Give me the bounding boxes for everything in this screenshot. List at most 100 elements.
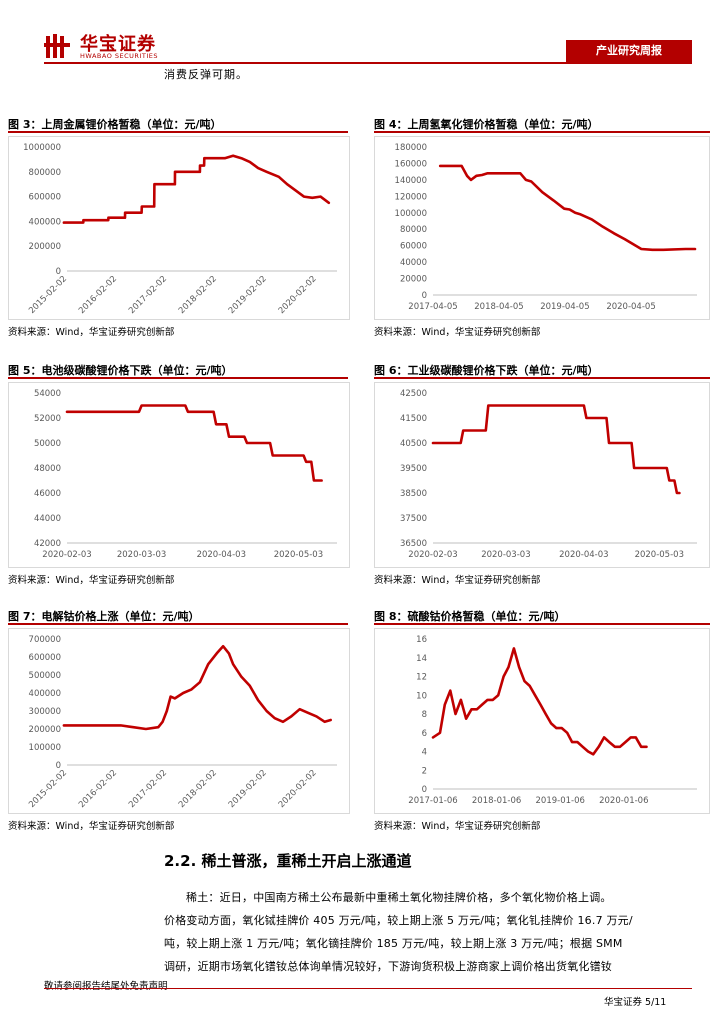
x-tick-label: 2018-01-06	[472, 796, 521, 806]
figure-title: 图 8：硫酸钴价格暂稳（单位：元/吨）	[374, 610, 566, 623]
paragraph-line: 稀土：近日，中国南方稀土公布最新中重稀土氧化物挂牌价格，多个氧化物价格上调。	[186, 891, 612, 904]
y-tick-label: 14	[416, 654, 427, 664]
x-tick-label: 2020-05-03	[635, 550, 684, 560]
figure-source: 资料来源：Wind，华宝证券研究创新部	[8, 821, 175, 832]
y-tick-label: 160000	[395, 159, 427, 169]
y-tick-label: 800000	[29, 168, 61, 178]
y-tick-label: 60000	[400, 242, 427, 252]
figure-title: 图 3：上周金属锂价格暂稳（单位：元/吨）	[8, 118, 222, 131]
x-tick-label: 2020-05-03	[274, 550, 323, 560]
price-series-line	[65, 404, 323, 482]
x-tick-label: 2020-02-02	[277, 274, 319, 316]
x-tick-label: 2017-02-02	[127, 274, 169, 316]
figure-title-rule	[374, 131, 710, 133]
paragraph-line: 价格变动方面，氧化铽挂牌价 405 万元/吨，较上期上涨 5 万元/吨；氧化钆挂…	[164, 914, 633, 927]
paragraph-line: 调研，近期市场氧化镨钕总体询单情况较好，下游询货积极上游商家上调价格出货氧化镨钕	[164, 960, 612, 973]
y-tick-label: 100000	[395, 209, 427, 219]
figure-source: 资料来源：Wind，华宝证券研究创新部	[374, 327, 541, 338]
figure-source: 资料来源：Wind，华宝证券研究创新部	[8, 575, 175, 586]
y-tick-label: 500000	[29, 671, 61, 681]
y-tick-label: 100000	[29, 743, 61, 753]
y-tick-label: 40000	[400, 258, 427, 268]
y-tick-label: 0	[422, 785, 427, 795]
y-tick-label: 700000	[29, 635, 61, 645]
price-series-line	[62, 154, 331, 224]
figure-title-rule	[8, 131, 348, 133]
chart-battery-lithium-carbonate: 42000 44000 46000 48000 50000 52000 54000 2020-…	[8, 382, 350, 568]
lead-text: 消费反弹可期。	[164, 68, 248, 81]
x-tick-label: 2019-01-06	[536, 796, 585, 806]
x-tick-label: 2018-04-05	[474, 302, 523, 312]
y-tick-label: 80000	[400, 225, 427, 235]
chart-electrolytic-cobalt: 0 100000 200000 300000 400000 500000 600000 700…	[8, 628, 350, 814]
section-heading: 2.2. 稀土普涨，重稀土开启上涨通道	[164, 852, 412, 870]
page-number: 华宝证券 5/11	[604, 997, 667, 1008]
chart-svg: 0 20000 40000 60000 80000 100000 120000 140000 1…	[395, 143, 697, 312]
x-tick-label: 2019-02-02	[227, 274, 269, 316]
x-tick-label: 2020-04-03	[197, 550, 246, 560]
footer-divider	[44, 988, 692, 989]
y-tick-label: 48000	[34, 464, 61, 474]
chart-industrial-lithium-carbonate: 36500 37500 38500 39500 40500 41500 42500 2020-…	[374, 382, 710, 568]
y-tick-label: 42500	[400, 389, 427, 399]
figure-title-rule	[374, 623, 710, 625]
x-tick-label: 2020-04-03	[559, 550, 608, 560]
x-tick-label: 2020-02-02	[277, 768, 319, 810]
x-tick-label: 2018-02-02	[177, 768, 219, 810]
chart-svg: 0 100000 200000 300000 400000 500000 600000 700…	[27, 635, 337, 810]
y-tick-label: 42000	[34, 539, 61, 549]
price-series-line	[62, 644, 333, 731]
x-tick-label: 2017-01-06	[408, 796, 457, 806]
y-tick-label: 1000000	[23, 143, 61, 153]
x-tick-label: 2020-02-03	[42, 550, 91, 560]
price-series-line	[431, 647, 648, 756]
chart-cobalt-sulfate: 0 2 4 6 8 10 12 14 16 2017-01-06 2018-01-06 2019-01…	[374, 628, 710, 814]
figure-source: 资料来源：Wind，华宝证券研究创新部	[8, 327, 175, 338]
y-tick-label: 600000	[29, 653, 61, 663]
chart-svg: 0 2 4 6 8 10 12 14 16 2017-01-06 2018-01-06 2019-01…	[408, 635, 697, 806]
y-tick-label: 140000	[395, 176, 427, 186]
x-tick-label: 2017-02-02	[127, 768, 169, 810]
brand-logo-icon	[44, 34, 70, 58]
x-tick-label: 2015-02-02	[27, 274, 69, 316]
figure-title: 图 5：电池级碳酸锂价格下跌（单位：元/吨）	[8, 364, 233, 377]
figure-title-rule	[8, 377, 348, 379]
x-tick-label: 2015-02-02	[27, 768, 69, 810]
x-tick-label: 2017-04-05	[408, 302, 457, 312]
price-series-line	[431, 404, 681, 495]
y-tick-label: 20000	[400, 275, 427, 285]
report-type-tag: 产业研究周报	[566, 40, 692, 62]
x-tick-label: 2019-02-02	[227, 768, 269, 810]
brand-name-en: HWABAO SECURITIES	[80, 52, 158, 60]
y-tick-label: 10	[416, 691, 427, 701]
figure-source: 资料来源：Wind，华宝证券研究创新部	[374, 575, 541, 586]
y-tick-label: 200000	[29, 242, 61, 252]
x-tick-label: 2020-03-03	[117, 550, 166, 560]
x-tick-label: 2016-02-02	[77, 768, 119, 810]
y-tick-label: 37500	[400, 514, 427, 524]
chart-svg: 0 200000 400000 600000 800000 1000000 2015-02-…	[23, 143, 337, 316]
chart-metal-lithium: 0 200000 400000 600000 800000 1000000 2015-02-…	[8, 136, 350, 320]
y-tick-label: 0	[422, 291, 427, 301]
y-tick-label: 400000	[29, 217, 61, 227]
figure-source: 资料来源：Wind，华宝证券研究创新部	[374, 821, 541, 832]
y-tick-label: 54000	[34, 389, 61, 399]
figure-title: 图 6：工业级碳酸锂价格下跌（单位：元/吨）	[374, 364, 599, 377]
y-tick-label: 0	[56, 761, 61, 771]
x-tick-label: 2020-02-03	[408, 550, 457, 560]
x-tick-label: 2016-02-02	[77, 274, 119, 316]
paragraph-line: 吨，较上期上涨 1 万元/吨；氧化镝挂牌价 185 万元/吨，较上期上涨 3 万…	[164, 937, 623, 950]
y-tick-label: 180000	[395, 143, 427, 153]
x-tick-label: 2020-01-06	[599, 796, 648, 806]
figure-title: 图 7：电解钴价格上涨（单位：元/吨）	[8, 610, 200, 623]
figure-title-rule	[374, 377, 710, 379]
x-tick-label: 2019-04-05	[540, 302, 589, 312]
y-tick-label: 46000	[34, 489, 61, 499]
y-tick-label: 16	[416, 635, 427, 645]
x-tick-label: 2018-02-02	[177, 274, 219, 316]
y-tick-label: 39500	[400, 464, 427, 474]
y-tick-label: 6	[422, 729, 427, 739]
y-tick-label: 41500	[400, 414, 427, 424]
y-tick-label: 52000	[34, 414, 61, 424]
chart-svg: 42000 44000 46000 48000 50000 52000 54000 2020-…	[34, 389, 337, 560]
